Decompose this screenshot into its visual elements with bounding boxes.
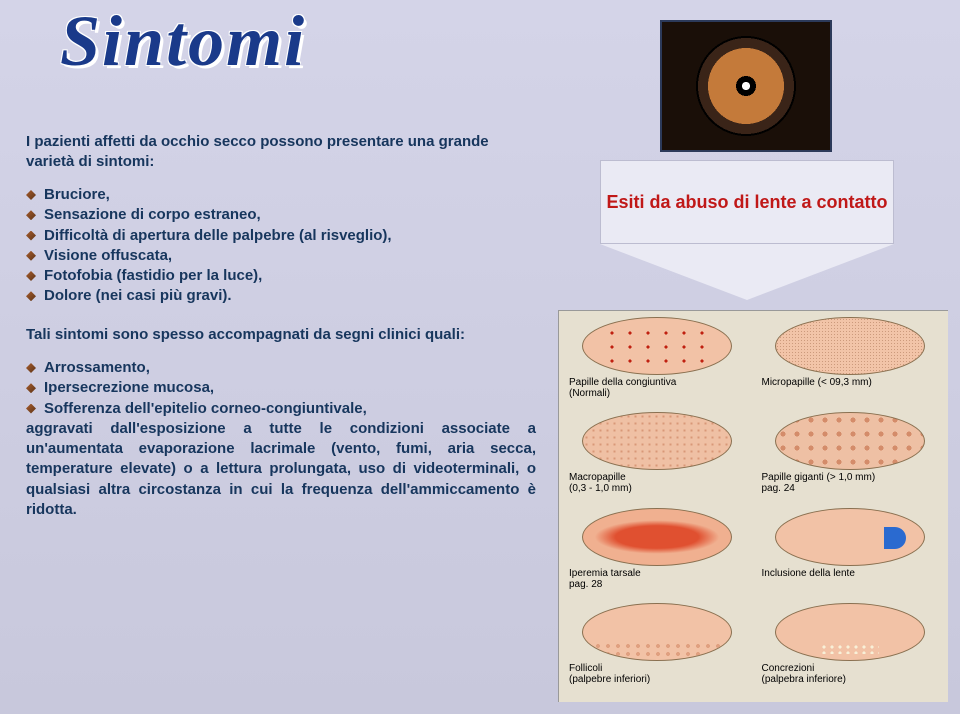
eye-shape-icon <box>775 317 925 375</box>
list-item: Visione offuscata, <box>26 246 536 266</box>
eye-photo <box>660 20 832 152</box>
diagram-caption: Papille giganti (> 1,0 mm) pag. 24 <box>756 472 945 494</box>
symptom-list: Bruciore, Sensazione di corpo estraneo, … <box>26 185 536 307</box>
signs-intro: Tali sintomi sono spesso accompagnati da… <box>26 325 536 345</box>
diagram-caption: Follicoli (palpebre inferiori) <box>563 663 752 685</box>
diagram-cell: Inclusione della lente <box>756 508 945 601</box>
eye-shape-icon <box>582 412 732 470</box>
diagram-cell: Micropapille (< 09,3 mm) <box>756 317 945 410</box>
diagram-cell: Papille giganti (> 1,0 mm) pag. 24 <box>756 412 945 505</box>
diagram-cell: Concrezioni (palpebra inferiore) <box>756 603 945 696</box>
list-item: Difficoltà di apertura delle palpebre (a… <box>26 226 536 246</box>
list-item: Dolore (nei casi più gravi). <box>26 286 536 306</box>
arrow-callout: Esiti da abuso di lente a contatto <box>600 160 894 300</box>
list-item: Sensazione di corpo estraneo, <box>26 205 536 225</box>
eye-shape-icon <box>582 508 732 566</box>
diagram-cell: Iperemia tarsale pag. 28 <box>563 508 752 601</box>
signs-tail: aggravati dall'esposizione a tutte le co… <box>26 419 536 520</box>
list-item: Fotofobia (fastidio per la luce), <box>26 266 536 286</box>
arrow-label: Esiti da abuso di lente a contatto <box>606 192 887 213</box>
diagram-caption: Micropapille (< 09,3 mm) <box>756 377 945 388</box>
diagram-caption: Concrezioni (palpebra inferiore) <box>756 663 945 685</box>
diagram-caption: Inclusione della lente <box>756 568 945 579</box>
diagram-caption: Macropapille (0,3 - 1,0 mm) <box>563 472 752 494</box>
eye-shape-icon <box>775 508 925 566</box>
list-item: Arrossamento, <box>26 358 536 378</box>
diagram-cell: Follicoli (palpebre inferiori) <box>563 603 752 696</box>
conjunctiva-diagram: Papille della congiuntiva (Normali) Micro… <box>558 310 948 702</box>
diagram-caption: Papille della congiuntiva (Normali) <box>563 377 752 399</box>
eye-shape-icon <box>582 317 732 375</box>
eye-shape-icon <box>775 412 925 470</box>
intro-text: I pazienti affetti da occhio secco posso… <box>26 132 536 171</box>
list-item: Ipersecrezione mucosa, <box>26 378 536 398</box>
content-column: I pazienti affetti da occhio secco posso… <box>26 132 536 520</box>
diagram-cell: Macropapille (0,3 - 1,0 mm) <box>563 412 752 505</box>
list-item: Bruciore, <box>26 185 536 205</box>
eye-shape-icon <box>582 603 732 661</box>
diagram-caption: Iperemia tarsale pag. 28 <box>563 568 752 590</box>
page-title: Sintomi <box>60 0 306 83</box>
eye-shape-icon <box>775 603 925 661</box>
list-item: Sofferenza dell'epitelio corneo-congiunt… <box>26 399 536 419</box>
diagram-cell: Papille della congiuntiva (Normali) <box>563 317 752 410</box>
signs-list: Arrossamento, Ipersecrezione mucosa, Sof… <box>26 358 536 419</box>
